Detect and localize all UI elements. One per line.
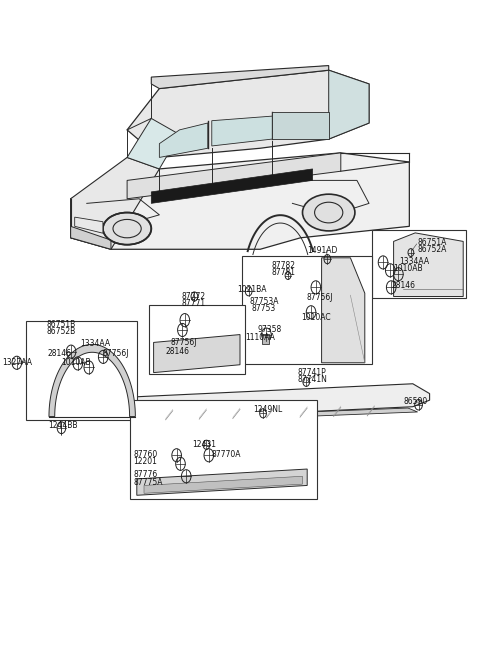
Polygon shape — [151, 66, 329, 89]
Polygon shape — [75, 217, 103, 234]
Bar — [372, 230, 466, 298]
Text: 87781: 87781 — [271, 268, 295, 277]
Polygon shape — [127, 118, 180, 169]
Polygon shape — [154, 335, 240, 373]
Text: 87760: 87760 — [133, 450, 158, 459]
Text: 12201: 12201 — [133, 457, 157, 466]
Bar — [149, 305, 245, 374]
Text: 87753: 87753 — [252, 304, 276, 313]
Polygon shape — [158, 408, 418, 422]
Polygon shape — [127, 70, 369, 157]
Text: 86751A: 86751A — [418, 238, 447, 247]
Polygon shape — [322, 258, 365, 363]
Polygon shape — [151, 169, 312, 203]
Text: 86752A: 86752A — [418, 245, 447, 255]
Text: 1334AA: 1334AA — [399, 256, 430, 266]
Text: 87756J: 87756J — [306, 293, 333, 302]
Text: 87772: 87772 — [181, 292, 205, 301]
Polygon shape — [134, 384, 430, 420]
Text: 1110AA: 1110AA — [245, 333, 275, 342]
Bar — [26, 321, 137, 420]
Polygon shape — [144, 476, 302, 493]
Text: 87741N: 87741N — [298, 375, 327, 384]
Text: 1491AD: 1491AD — [307, 246, 337, 255]
Polygon shape — [71, 153, 409, 249]
Bar — [263, 334, 269, 344]
Text: 1327AA: 1327AA — [2, 358, 32, 367]
Polygon shape — [272, 112, 329, 139]
Bar — [130, 400, 317, 499]
Polygon shape — [130, 397, 134, 420]
Text: 87753A: 87753A — [250, 297, 279, 306]
Polygon shape — [49, 344, 135, 417]
Ellipse shape — [302, 194, 355, 231]
Text: 1021BA: 1021BA — [238, 285, 267, 294]
Text: 12431: 12431 — [192, 440, 216, 449]
Text: 87756J: 87756J — [102, 349, 129, 358]
Polygon shape — [329, 70, 369, 139]
Text: 1010AB: 1010AB — [61, 358, 91, 367]
Text: 28146: 28146 — [391, 281, 415, 290]
Polygon shape — [127, 153, 341, 199]
Text: 28146: 28146 — [166, 347, 190, 356]
Text: 87775A: 87775A — [133, 478, 163, 487]
Polygon shape — [159, 123, 208, 157]
Text: 86751B: 86751B — [47, 320, 76, 329]
Text: 87776: 87776 — [133, 470, 158, 480]
Bar — [242, 256, 372, 364]
Text: 87770A: 87770A — [211, 450, 240, 459]
Text: 87782: 87782 — [271, 260, 295, 270]
Text: 28146: 28146 — [47, 349, 71, 358]
Text: 1010AC: 1010AC — [301, 313, 331, 322]
Text: 87756J: 87756J — [170, 338, 197, 347]
Text: 1010AB: 1010AB — [394, 264, 423, 273]
Text: 1334AA: 1334AA — [81, 338, 111, 348]
Polygon shape — [71, 157, 159, 249]
Text: 97358: 97358 — [258, 325, 282, 335]
Polygon shape — [137, 469, 307, 495]
Text: 86752B: 86752B — [47, 327, 76, 337]
Polygon shape — [71, 226, 111, 249]
Polygon shape — [212, 116, 272, 146]
Polygon shape — [394, 233, 463, 297]
Text: 87771: 87771 — [181, 299, 205, 308]
Text: 86590: 86590 — [403, 397, 428, 406]
Text: 87741P: 87741P — [298, 368, 326, 377]
Ellipse shape — [103, 213, 151, 245]
Text: 1249NL: 1249NL — [253, 405, 283, 414]
Text: 1244BB: 1244BB — [48, 420, 77, 430]
